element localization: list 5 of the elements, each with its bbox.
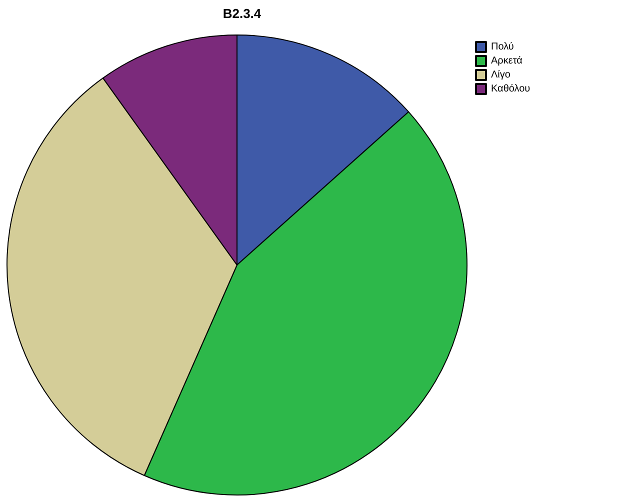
legend-label: Καθόλου xyxy=(491,84,530,94)
chart-title: B2.3.4 xyxy=(222,6,262,21)
legend-label: Αρκετά xyxy=(491,56,523,66)
legend-label: Λίγο xyxy=(491,70,511,80)
legend-label: Πολύ xyxy=(491,42,514,52)
